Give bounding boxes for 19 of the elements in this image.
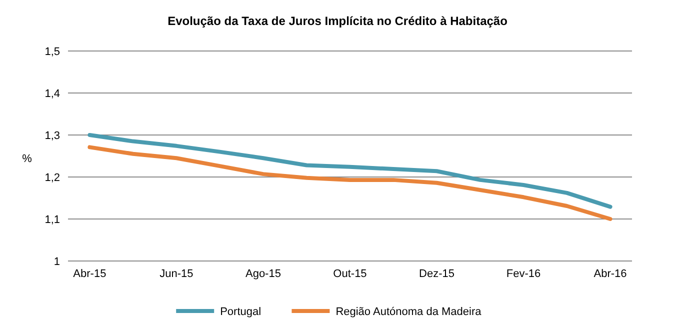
x-tick-label: Out-15	[333, 268, 367, 280]
chart-title: Evolução da Taxa de Juros Implícita no Crédito à Habitação	[168, 14, 508, 28]
y-tick-label: 1,5	[44, 46, 60, 58]
y-tick-label: 1	[54, 256, 60, 268]
x-tick-label: Abr-16	[594, 268, 627, 280]
y-tick-label: 1,1	[44, 214, 60, 226]
line-series	[88, 133, 612, 209]
x-tick-label: Ago-15	[245, 268, 281, 280]
x-tick-label: Abr-15	[73, 268, 106, 280]
x-tick-label: Jun-15	[160, 268, 194, 280]
x-tick-label: Fev-16	[506, 268, 541, 280]
legend-label: Região Autónoma da Madeira	[336, 306, 482, 318]
legend-label: Portugal	[220, 306, 262, 318]
y-axis-title: %	[22, 153, 32, 165]
y-tick-label: 1,2	[44, 172, 60, 184]
x-tick-label: Dez-15	[419, 268, 455, 280]
y-tick-label: 1,3	[44, 130, 60, 142]
line-series	[88, 145, 612, 221]
y-tick-label: 1,4	[44, 88, 60, 100]
